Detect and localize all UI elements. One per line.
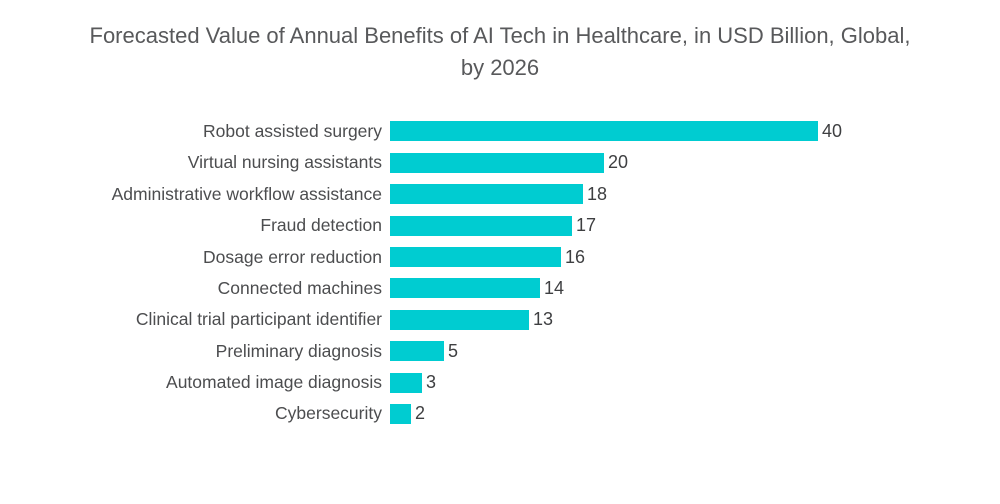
value-label: 5 [448,340,459,361]
bar [390,152,604,173]
bar [390,278,540,299]
category-label: Automated image diagnosis [166,372,382,393]
bar-chart: Robot assisted surgery 40 Virtual nursin… [0,116,1000,430]
chart-title-line-2: by 2026 [460,54,540,80]
category-label: Connected machines [217,277,382,298]
value-label: 40 [822,120,843,141]
bar [390,309,529,330]
value-label: 16 [565,246,586,267]
chart-title: Forecasted Value of Annual Benefits of A… [20,0,980,84]
category-label: Cybersecurity [275,403,382,424]
bar [390,403,411,424]
chart-row: Automated image diagnosis 3 [0,367,1000,398]
category-label: Administrative workflow assistance [111,183,382,204]
chart-row: Connected machines 14 [0,273,1000,304]
value-label: 3 [426,372,437,393]
chart-row: Virtual nursing assistants 20 [0,147,1000,178]
category-label: Fraud detection [260,215,382,236]
bar [390,121,818,142]
bar [390,184,583,205]
chart-rows: Robot assisted surgery 40 Virtual nursin… [0,116,1000,430]
chart-row: Clinical trial participant identifier 13 [0,304,1000,335]
chart-title-line-1: Forecasted Value of Annual Benefits of A… [89,23,911,48]
category-label: Virtual nursing assistants [187,152,382,173]
category-label: Robot assisted surgery [203,120,382,141]
category-label: Preliminary diagnosis [215,340,382,361]
chart-row: Dosage error reduction 16 [0,241,1000,272]
chart-row: Robot assisted surgery 40 [0,116,1000,147]
bar [390,247,561,268]
value-label: 17 [576,215,597,236]
bar [390,215,572,236]
bar [390,341,444,362]
category-label: Dosage error reduction [203,246,382,267]
chart-row: Fraud detection 17 [0,210,1000,241]
value-label: 13 [533,309,554,330]
value-label: 14 [544,277,565,298]
chart-row: Preliminary diagnosis 5 [0,336,1000,367]
value-label: 18 [587,183,608,204]
chart-row: Cybersecurity 2 [0,398,1000,429]
chart-row: Administrative workflow assistance 18 [0,179,1000,210]
value-label: 2 [415,403,426,424]
bar [390,372,422,393]
value-label: 20 [608,152,629,173]
category-label: Clinical trial participant identifier [135,309,382,330]
